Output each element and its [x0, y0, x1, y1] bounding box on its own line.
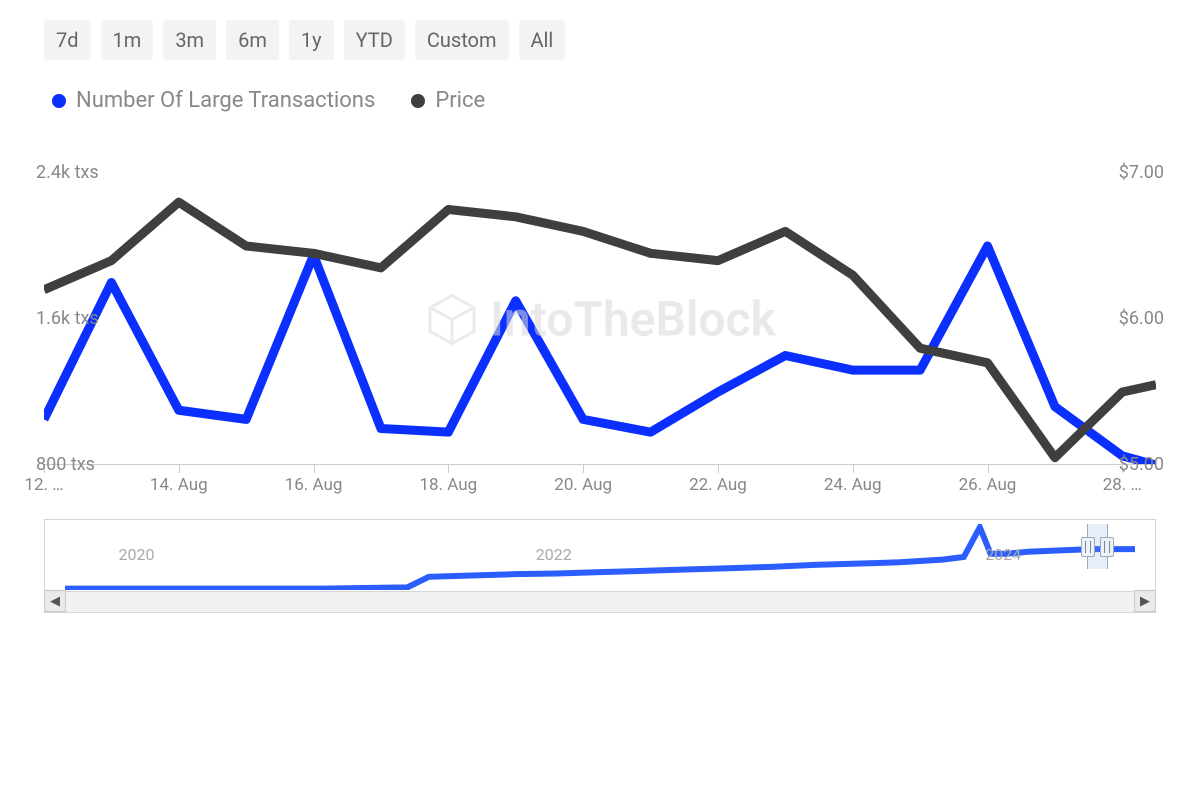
range-button-7d[interactable]: 7d: [44, 20, 91, 60]
main-chart: IntoTheBlock 12. …14. Aug16. Aug18. Aug2…: [44, 173, 1156, 493]
x-tick-mark: [448, 465, 449, 473]
range-button-custom[interactable]: Custom: [415, 20, 509, 60]
legend-label: Price: [435, 88, 485, 113]
legend-label: Number Of Large Transactions: [76, 88, 375, 113]
y-right-tick: $6.00: [1054, 308, 1164, 329]
navigator-year-label: 2024: [985, 545, 1021, 564]
x-tick-mark: [853, 465, 854, 473]
navigator-handle-left[interactable]: [1081, 537, 1095, 557]
x-tick-label: 26. Aug: [959, 475, 1017, 495]
y-left-tick: 1.6k txs: [36, 308, 146, 329]
x-tick-label: 22. Aug: [689, 475, 747, 495]
navigator: 2020 2022 2024 ◀ ▶: [44, 519, 1156, 613]
navigator-plot[interactable]: 2020 2022 2024: [65, 524, 1135, 590]
time-range-row: 7d1m3m6m1yYTDCustomAll: [44, 20, 1156, 60]
plot-area[interactable]: IntoTheBlock: [44, 173, 1156, 465]
navigator-year-label: 2020: [119, 545, 155, 564]
x-axis: 12. …14. Aug16. Aug18. Aug20. Aug22. Aug…: [44, 464, 1156, 493]
range-button-3m[interactable]: 3m: [163, 20, 216, 60]
navigator-scroll-left[interactable]: ◀: [44, 590, 66, 612]
navigator-series: [65, 527, 1135, 588]
x-tick-label: 18. Aug: [419, 475, 477, 495]
navigator-scroll-right[interactable]: ▶: [1134, 590, 1156, 612]
x-tick-mark: [718, 465, 719, 473]
y-right-tick: $5.00: [1054, 454, 1164, 475]
x-tick-mark: [314, 465, 315, 473]
x-tick-label: 12. …: [24, 475, 63, 495]
x-tick-label: 28. …: [1103, 475, 1142, 495]
chart-lines: [44, 173, 1156, 465]
navigator-handle-right[interactable]: [1100, 537, 1114, 557]
x-tick-mark: [179, 465, 180, 473]
navigator-year-label: 2022: [536, 545, 572, 564]
range-button-all[interactable]: All: [519, 20, 566, 60]
legend-item[interactable]: Number Of Large Transactions: [52, 88, 375, 113]
x-tick-label: 16. Aug: [285, 475, 343, 495]
range-button-1m[interactable]: 1m: [101, 20, 154, 60]
x-tick-mark: [988, 465, 989, 473]
y-right-tick: $7.00: [1054, 162, 1164, 183]
navigator-scroll-track[interactable]: [65, 591, 1135, 612]
legend-dot: [411, 94, 425, 108]
x-tick-mark: [583, 465, 584, 473]
y-left-tick: 800 txs: [36, 454, 146, 475]
range-button-ytd[interactable]: YTD: [344, 20, 405, 60]
range-button-1y[interactable]: 1y: [289, 20, 334, 60]
y-left-tick: 2.4k txs: [36, 162, 146, 183]
legend-dot: [52, 94, 66, 108]
x-tick-label: 24. Aug: [824, 475, 882, 495]
legend: Number Of Large Transactions Price: [44, 88, 1156, 113]
x-tick-label: 14. Aug: [150, 475, 208, 495]
navigator-window[interactable]: [1087, 524, 1108, 569]
navigator-line: [65, 524, 1135, 590]
series-transactions: [44, 246, 1156, 465]
legend-item[interactable]: Price: [411, 88, 485, 113]
x-tick-label: 20. Aug: [554, 475, 612, 495]
range-button-6m[interactable]: 6m: [226, 20, 279, 60]
